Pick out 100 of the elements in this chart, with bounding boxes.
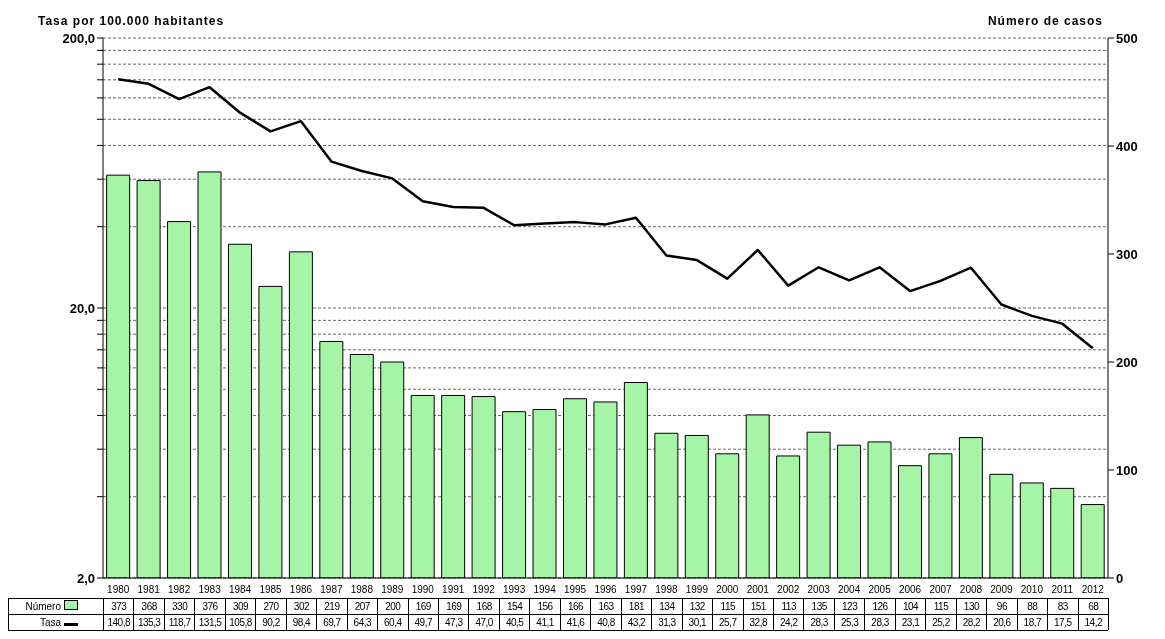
y-tick-label: 20,0 — [69, 300, 95, 316]
x-tick-label: 2008 — [959, 584, 983, 596]
x-tick-label: 1993 — [503, 584, 526, 596]
data-label: 68 — [1077, 598, 1108, 614]
data-label: 31,3 — [651, 614, 682, 630]
data-label: 154 — [498, 598, 530, 614]
y2-tick-label: 400 — [1116, 138, 1138, 154]
y2-axis-title: Número de casos — [987, 14, 1103, 28]
x-tick-label: 2001 — [746, 584, 770, 596]
data-label: 17,5 — [1047, 614, 1078, 630]
data-label: 126 — [864, 598, 895, 614]
x-tick-label: 1994 — [533, 584, 557, 596]
data-label: 28,2 — [955, 614, 987, 630]
data-label: 64,3 — [346, 614, 378, 630]
data-label: 28,3 — [864, 614, 895, 630]
data-label: 25,2 — [925, 614, 956, 630]
data-label: 105,8 — [224, 614, 256, 630]
y-tick-label: 200,0 — [62, 30, 95, 46]
data-label: 83 — [1047, 598, 1078, 614]
data-label: 98,4 — [285, 614, 317, 630]
data-label: 163 — [590, 598, 621, 614]
data-label: 219 — [316, 598, 347, 614]
x-tick-label: 1992 — [472, 584, 496, 596]
x-tick-label: 1983 — [198, 584, 222, 596]
y-axis-title: Tasa por 100.000 habitantes — [38, 14, 225, 28]
data-label: 168 — [468, 598, 499, 614]
y2-tick-label: 0 — [1116, 570, 1124, 586]
x-tick-label: 1998 — [655, 584, 678, 596]
data-label: 88 — [1016, 598, 1048, 614]
data-label: 207 — [346, 598, 378, 614]
data-label: 69,7 — [316, 614, 347, 630]
x-tick-label: 1980 — [107, 584, 130, 596]
x-tick-label: 1987 — [320, 584, 343, 596]
data-label: 25,3 — [833, 614, 865, 630]
x-tick-label: 1984 — [228, 584, 252, 596]
x-tick-label: 1988 — [350, 584, 374, 596]
x-tick-label: 1986 — [289, 584, 313, 596]
data-label: 115 — [712, 598, 743, 614]
data-label: 166 — [559, 598, 591, 614]
x-tick-label: 2009 — [990, 584, 1013, 596]
data-label: 113 — [773, 598, 804, 614]
y2-tick-label: 100 — [1116, 462, 1138, 478]
x-tick-label: 2004 — [838, 584, 861, 596]
data-label: 47,3 — [438, 614, 469, 630]
data-label: 132 — [681, 598, 713, 614]
data-label: 368 — [133, 598, 164, 614]
data-label: 169 — [407, 598, 438, 614]
data-label: 49,7 — [407, 614, 438, 630]
data-label: 130 — [955, 598, 987, 614]
data-label: 28,3 — [803, 614, 834, 630]
x-tick-label: 2000 — [716, 584, 739, 596]
data-label: 140,8 — [103, 614, 134, 630]
data-label: 40,5 — [498, 614, 530, 630]
data-label: 32,8 — [742, 614, 773, 630]
data-label: 156 — [529, 598, 560, 614]
y2-tick-label: 500 — [1116, 30, 1138, 46]
data-label: 123 — [833, 598, 865, 614]
data-label: 96 — [986, 598, 1017, 614]
data-label: 25,7 — [712, 614, 743, 630]
x-tick-label: 2002 — [777, 584, 800, 596]
x-tick-label: 1990 — [411, 584, 435, 596]
x-tick-label: 1991 — [442, 584, 465, 596]
x-tick-label: 1996 — [594, 584, 618, 596]
y-tick-label: 2,0 — [76, 570, 95, 586]
y2-tick-label: 200 — [1116, 354, 1138, 370]
data-label: 104 — [894, 598, 926, 614]
data-label: 330 — [163, 598, 195, 614]
data-label: 60,4 — [377, 614, 408, 630]
x-tick-label: 2007 — [929, 584, 953, 596]
data-label: 200 — [377, 598, 408, 614]
x-tick-label: 1995 — [563, 584, 587, 596]
x-tick-label: 1997 — [624, 584, 648, 596]
x-tick-label: 1982 — [168, 584, 191, 596]
data-label: 135 — [803, 598, 834, 614]
x-tick-label: 2005 — [868, 584, 892, 596]
data-label: 90,2 — [255, 614, 286, 630]
x-tick-label: 2012 — [1081, 584, 1105, 596]
legend-label: Número — [24, 600, 61, 614]
data-label: 24,2 — [773, 614, 804, 630]
x-tick-label: 2006 — [898, 584, 922, 596]
data-label: 23,1 — [894, 614, 926, 630]
data-label: 270 — [255, 598, 286, 614]
data-label: 309 — [224, 598, 256, 614]
data-label: 14,2 — [1077, 614, 1108, 630]
data-label: 134 — [651, 598, 682, 614]
data-label: 169 — [438, 598, 469, 614]
data-label: 135,3 — [133, 614, 164, 630]
y2-tick-label: 300 — [1116, 246, 1138, 262]
data-label: 115 — [925, 598, 956, 614]
data-label: 376 — [194, 598, 225, 614]
x-tick-label: 1985 — [259, 584, 283, 596]
data-label: 181 — [620, 598, 652, 614]
data-label: 302 — [285, 598, 317, 614]
data-label: 20,6 — [986, 614, 1017, 630]
data-label: 43,2 — [620, 614, 652, 630]
legend-label: Tasa — [38, 616, 61, 630]
data-label: 41,6 — [559, 614, 591, 630]
data-label: 118,7 — [163, 614, 195, 630]
x-tick-label: 2003 — [807, 584, 831, 596]
x-tick-label: 1981 — [137, 584, 161, 596]
